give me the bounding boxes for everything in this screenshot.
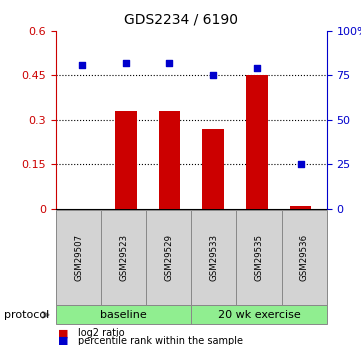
Point (210, 73, 216, 78)
Text: percentile rank within the sample: percentile rank within the sample (78, 336, 243, 345)
Text: baseline: baseline (100, 310, 147, 320)
Text: GDS2234 / 6190: GDS2234 / 6190 (123, 12, 238, 26)
Point (297, 161, 303, 167)
Point (123, 60, 129, 66)
Text: ■: ■ (58, 328, 68, 338)
Text: GSM29536: GSM29536 (300, 234, 309, 282)
Text: GSM29533: GSM29533 (209, 234, 218, 282)
Text: GSM29507: GSM29507 (74, 234, 83, 282)
Text: GSM29529: GSM29529 (164, 234, 173, 282)
Bar (202, 129, 224, 209)
Text: GSM29535: GSM29535 (255, 234, 264, 282)
Text: ■: ■ (58, 336, 68, 345)
Point (167, 60, 173, 66)
Text: GSM29523: GSM29523 (119, 234, 128, 282)
Bar (158, 111, 180, 209)
Text: log2 ratio: log2 ratio (78, 328, 124, 338)
Text: 20 wk exercise: 20 wk exercise (218, 310, 300, 320)
Point (254, 66, 260, 71)
Bar (246, 76, 268, 209)
Bar (115, 111, 137, 209)
Point (79, 62, 85, 68)
Bar (290, 206, 312, 209)
Text: protocol: protocol (4, 310, 49, 320)
